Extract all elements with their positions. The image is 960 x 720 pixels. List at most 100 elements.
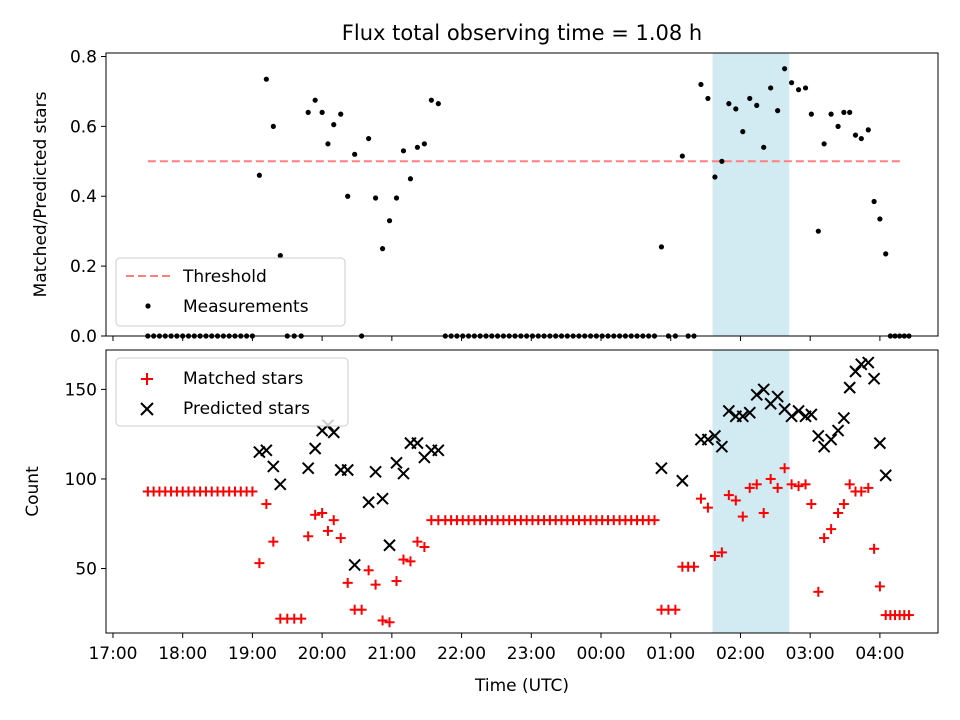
matched-star-point (874, 581, 885, 592)
predicted-star-point (722, 404, 736, 418)
measurement-point (733, 106, 739, 112)
measurement-point (795, 87, 802, 93)
predicted-star-point (771, 390, 784, 403)
count-legend-box (115, 357, 349, 427)
measurement-point (352, 151, 358, 157)
predicted-star-point (260, 444, 273, 457)
measurement-point (841, 109, 847, 115)
matched-star-point (391, 576, 402, 587)
matched-star-point (356, 604, 367, 615)
predicted-star-point (369, 465, 382, 479)
measurement-point (768, 85, 774, 91)
measurement-point (331, 122, 337, 128)
ratio-y-tick-label: 0.6 (70, 117, 97, 137)
matched-star-point (737, 511, 748, 522)
count-y-axis-label: Count (23, 466, 43, 517)
measurement-point (847, 109, 853, 115)
matched-star-point (856, 486, 867, 497)
measurement-point (256, 172, 262, 178)
measurement-point (270, 123, 276, 129)
count-y-tick-label: 50 (75, 560, 97, 580)
measurement-point (379, 246, 386, 252)
matched-star-point (268, 536, 279, 547)
measurement-point (658, 244, 665, 250)
matched-star-point (793, 481, 804, 492)
measurement-point (372, 195, 379, 201)
x-tick-label: 21:00 (367, 644, 416, 664)
figure-title: Flux total observing time = 1.08 h (342, 21, 702, 45)
predicted-star-point (327, 426, 340, 439)
matched-star-point (310, 509, 321, 520)
matched-star-point (772, 482, 783, 493)
measurement-point (305, 109, 311, 115)
count-y-tick-label: 100 (65, 470, 97, 490)
predicted-star-point (785, 410, 798, 423)
ratio-legend-box (115, 257, 346, 327)
matched-star-point (261, 499, 272, 510)
predicted-star-point (862, 356, 875, 369)
measurement-point (435, 101, 441, 107)
x-tick-label: 04:00 (855, 644, 904, 664)
count-panel: 50 100 150 17:00 18:00 19:00 20:00 21:00 22:00 23… (23, 349, 939, 664)
measurement-point (852, 132, 859, 138)
measurement-point (858, 135, 864, 142)
predicted-star-point (383, 539, 396, 552)
legend-threshold-label: Threshold (182, 267, 267, 287)
measurement-point (754, 102, 760, 109)
measurement-point (815, 228, 821, 234)
legend-matched-swatch (141, 373, 153, 385)
x-axis-label: Time (UTC) (474, 676, 569, 696)
matched-star-point (826, 524, 837, 535)
measurement-point (782, 66, 788, 72)
matched-star-point (688, 561, 699, 572)
predicted-star-point (274, 478, 287, 491)
matched-star-point (758, 507, 769, 518)
measurement-point (366, 135, 372, 142)
legend-predicted-label: Predicted stars (183, 399, 310, 419)
predicted-star-point (432, 444, 445, 457)
predicted-star-point (390, 456, 403, 470)
matched-star-point (303, 531, 314, 542)
predicted-star-point (805, 408, 818, 421)
measurement-point (747, 95, 753, 102)
matched-star-point (405, 556, 416, 567)
matched-star-point (322, 525, 333, 536)
ratio-y-tick-label: 0.4 (70, 187, 97, 207)
matched-star-point (370, 579, 381, 590)
measurement-point (345, 193, 351, 199)
x-tick-label: 22:00 (437, 644, 486, 664)
matched-star-point (730, 495, 741, 506)
predicted-star-point (301, 462, 315, 475)
predicted-star-point (873, 436, 887, 450)
matched-star-point (342, 577, 353, 588)
matched-star-point (384, 617, 395, 628)
legend-predicted-swatch (140, 402, 154, 416)
measurement-point (719, 158, 725, 164)
measurement-point (775, 108, 781, 114)
measurement-point (726, 101, 732, 107)
predicted-star-point (736, 410, 749, 423)
predicted-star-point (701, 433, 715, 446)
predicted-star-point (348, 558, 361, 572)
predicted-star-point (757, 383, 770, 396)
matched-star-point (863, 482, 874, 493)
measurement-point (277, 253, 283, 259)
predicted-star-point (843, 381, 856, 394)
matched-star-point (419, 542, 430, 553)
x-tick-label: 02:00 (716, 644, 765, 664)
predicted-star-point (824, 433, 838, 446)
matched-star-point (813, 586, 824, 597)
predicted-star-point (362, 496, 375, 509)
predicted-star-point (812, 429, 825, 443)
predicted-star-point (397, 467, 410, 480)
measurement-point (788, 80, 795, 86)
matched-star-point (377, 615, 388, 626)
predicted-star-point (676, 474, 689, 487)
predicted-star-point (308, 442, 322, 455)
measurement-point (407, 176, 414, 182)
measurement-point (263, 76, 269, 82)
ratio-highlight-span (712, 53, 790, 336)
measurement-point (312, 97, 318, 103)
predicted-star-point (831, 424, 845, 437)
